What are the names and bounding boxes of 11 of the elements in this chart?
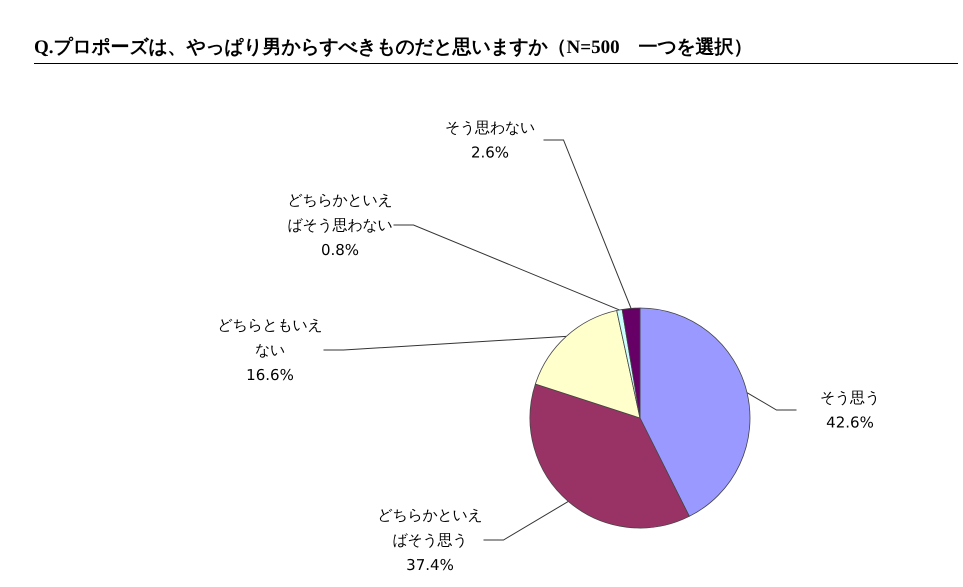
data-label: 37.4% [406,556,454,574]
data-label: 0.8% [320,241,360,259]
data-label: 16.6% [246,366,294,384]
slice-label: そう思わない [445,118,535,136]
slice-label: そう思う [820,388,880,406]
slice-label: どちらかといえばそう思わない [288,191,392,234]
data-label: 42.6% [826,414,874,432]
slice-label: どちらともいえない [218,316,322,359]
data-label: 2.6% [470,144,510,162]
slice-label: どちらかといえばそう思う [378,506,482,549]
chart-title: Q.プロポーズは、やっぱり男からすべきものだと思いますか（N=500 一つを選択） [34,34,958,64]
